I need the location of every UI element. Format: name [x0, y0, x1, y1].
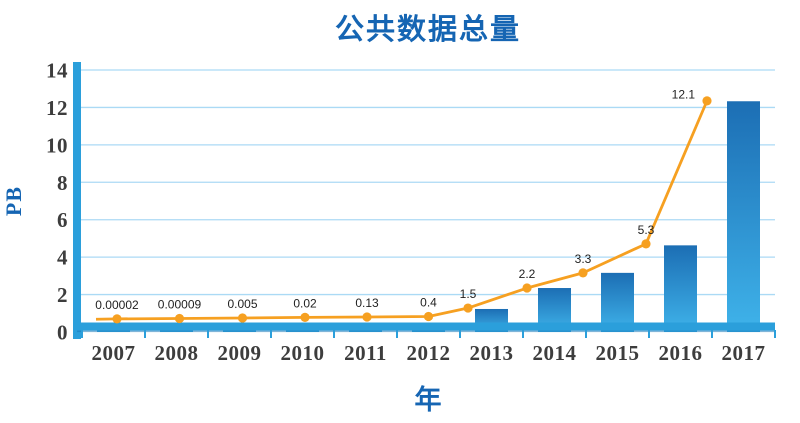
y-tick-label-12: 12 — [46, 96, 68, 120]
value-label-2011: 0.13 — [355, 296, 379, 310]
x-tick-label-2013: 2013 — [470, 341, 514, 365]
y-tick-label-8: 8 — [57, 171, 68, 195]
line-point-2015 — [578, 268, 588, 278]
x-tick-label-2017: 2017 — [722, 341, 766, 365]
y-axis-title: PB — [1, 185, 26, 217]
value-label-2013: 1.5 — [460, 287, 477, 301]
y-tick-label-0: 0 — [57, 321, 68, 345]
x-axis-title: 年 — [414, 385, 442, 415]
x-tick-label-2008: 2008 — [155, 341, 199, 365]
value-label-2010: 0.02 — [293, 296, 317, 310]
x-axis-edge — [77, 330, 775, 333]
x-tick-label-2012: 2012 — [407, 341, 451, 365]
value-label-2016: 5.3 — [638, 223, 655, 237]
x-tick-label-2015: 2015 — [596, 341, 640, 365]
y-axis-line — [73, 62, 81, 339]
line-point-2011 — [362, 312, 372, 322]
value-label-2009: 0.005 — [227, 297, 257, 311]
y-tick-label-6: 6 — [57, 208, 68, 232]
bar-2017 — [727, 101, 760, 332]
line-point-2014 — [522, 283, 532, 293]
trend-line — [95, 100, 709, 321]
line-point-2007 — [112, 314, 122, 324]
line-point-2017 — [702, 96, 712, 106]
value-label-2015: 3.3 — [575, 252, 592, 266]
line-point-2009 — [237, 313, 248, 323]
value-label-2008: 0.00009 — [158, 298, 202, 312]
line-point-2008 — [174, 313, 185, 324]
line-point-2010 — [300, 312, 310, 323]
x-tick-label-2016: 2016 — [659, 341, 703, 365]
value-label-2014: 2.2 — [519, 267, 536, 281]
x-tick-label-2007: 2007 — [92, 341, 136, 365]
y-tick-label-4: 4 — [57, 246, 68, 270]
value-label-2007: 0.00002 — [95, 298, 139, 312]
y-tick-label-14: 14 — [46, 59, 68, 83]
y-tick-label-2: 2 — [57, 283, 68, 307]
bar-2015 — [601, 272, 634, 332]
chart-title: 公共数据总量 — [334, 14, 521, 46]
x-tick-label-2009: 2009 — [218, 341, 262, 365]
x-tick-label-2010: 2010 — [281, 341, 325, 365]
line-point-2016 — [641, 239, 651, 249]
line-point-2013 — [463, 303, 473, 313]
value-label-2017: 12.1 — [672, 87, 696, 101]
line-point-2012 — [423, 311, 434, 322]
y-tick-label-10: 10 — [46, 133, 68, 157]
x-tick-label-2014: 2014 — [533, 341, 577, 365]
x-tick-label-2011: 2011 — [344, 341, 387, 365]
value-label-2012: 0.4 — [420, 295, 437, 309]
x-axis-line — [73, 322, 775, 331]
bar-2016 — [664, 245, 697, 332]
